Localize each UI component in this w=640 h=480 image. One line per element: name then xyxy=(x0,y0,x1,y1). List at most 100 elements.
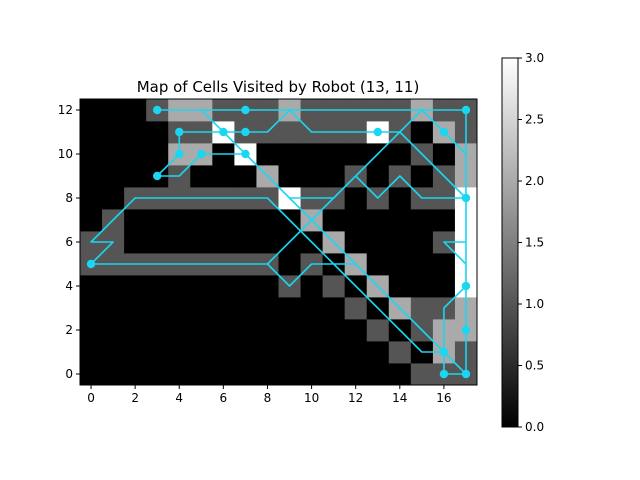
heatmap-cell xyxy=(300,319,324,342)
heatmap-cell xyxy=(432,209,456,232)
heatmap-cell xyxy=(168,231,191,254)
visited-marker xyxy=(439,347,449,357)
heatmap-cell xyxy=(168,341,191,364)
colorbar-tick-label: 2.0 xyxy=(525,174,544,188)
heatmap-cell xyxy=(102,319,125,342)
heatmap-cell xyxy=(80,341,103,364)
heatmap-cell xyxy=(300,297,324,320)
heatmap-cell xyxy=(168,319,191,342)
heatmap-cell xyxy=(212,297,235,320)
heatmap-cell xyxy=(234,341,257,364)
heatmap-cell xyxy=(278,297,301,320)
heatmap-cell xyxy=(212,165,235,188)
colorbar-gradient xyxy=(501,57,519,428)
y-axis: 0 2 4 6 8 10 12 xyxy=(58,103,80,381)
heatmap-cell xyxy=(256,143,279,166)
heatmap-cell xyxy=(344,363,368,386)
heatmap-cell xyxy=(322,143,346,166)
robot-path xyxy=(90,109,467,375)
heatmap-cell xyxy=(256,319,279,342)
heatmap-cell xyxy=(388,209,412,232)
heatmap-cell xyxy=(212,275,235,298)
heatmap-cell xyxy=(344,297,368,320)
colorbar-tick-label: 1.0 xyxy=(525,297,544,311)
heatmap-cell xyxy=(146,319,169,342)
heatmap-cell xyxy=(80,209,103,232)
heatmap-cell xyxy=(190,341,213,364)
heatmap-cell xyxy=(322,165,346,188)
heatmap-cell xyxy=(278,121,301,144)
heatmap-cell xyxy=(344,187,368,210)
heatmap-cell xyxy=(102,341,125,364)
heatmap-cell xyxy=(256,297,279,320)
chart-title: Map of Cells Visited by Robot (13, 11) xyxy=(137,78,420,96)
heatmap-cell xyxy=(300,363,324,386)
heatmap-cell xyxy=(80,99,103,122)
heatmap-cell xyxy=(146,341,169,364)
heatmap-cell xyxy=(80,297,103,320)
heatmap-cell xyxy=(432,143,456,166)
heatmap-cell xyxy=(168,275,191,298)
heatmap-cell xyxy=(124,165,147,188)
visited-marker xyxy=(461,193,471,203)
heatmap-cell xyxy=(212,319,235,342)
heatmap-cell xyxy=(168,363,191,386)
heatmap-cell xyxy=(80,187,103,210)
heatmap-cell xyxy=(410,363,434,386)
colorbar-tick-label: 3.0 xyxy=(525,51,544,65)
y-tick-label: 6 xyxy=(65,235,73,249)
visited-marker xyxy=(152,105,162,115)
heatmap-cell xyxy=(80,363,103,386)
heatmap-cell xyxy=(212,341,235,364)
heatmap-cell xyxy=(190,209,213,232)
heatmap-cell xyxy=(146,209,169,232)
heatmap-cell xyxy=(256,363,279,386)
heatmap-cell xyxy=(102,99,125,122)
heatmap-cell xyxy=(124,341,147,364)
heatmap-cell xyxy=(388,275,412,298)
heatmap-cell xyxy=(256,231,279,254)
x-tick-label: 14 xyxy=(392,391,407,405)
x-tick-label: 10 xyxy=(304,391,319,405)
heatmap-cell xyxy=(388,341,412,364)
heatmap-cell xyxy=(278,363,301,386)
heatmap-cell xyxy=(322,297,346,320)
heatmap-cell xyxy=(124,275,147,298)
heatmap-cell xyxy=(212,231,235,254)
heatmap-cell xyxy=(410,231,434,254)
heatmap-cell xyxy=(124,319,147,342)
visited-marker xyxy=(373,127,382,137)
heatmap-cell xyxy=(388,363,412,386)
heatmap-cell xyxy=(102,297,125,320)
heatmap-cell xyxy=(344,209,368,232)
heatmap-cell xyxy=(278,143,301,166)
visited-marker xyxy=(461,325,471,335)
heatmap-cell xyxy=(344,341,368,364)
heatmap-cell xyxy=(410,209,434,232)
x-tick-label: 2 xyxy=(131,391,139,405)
x-tick-label: 6 xyxy=(220,391,228,405)
heatmap-cell xyxy=(80,275,103,298)
heatmap-cell xyxy=(124,121,147,144)
x-tick-label: 8 xyxy=(264,391,272,405)
heatmap-cell xyxy=(388,143,412,166)
heatmap-cell xyxy=(300,165,324,188)
heatmap-cell xyxy=(278,319,301,342)
heatmap-cell xyxy=(212,209,235,232)
heatmap-cell xyxy=(190,275,213,298)
colorbar-tick-label: 0.5 xyxy=(525,359,544,373)
heatmap-cell xyxy=(322,209,346,232)
heatmap-cell xyxy=(278,165,301,188)
heatmap-cell xyxy=(146,275,169,298)
heatmap-cell xyxy=(388,231,412,254)
heatmap-cell xyxy=(190,165,213,188)
heatmap-cell xyxy=(344,231,368,254)
heatmap-cell xyxy=(256,275,279,298)
x-tick-label: 12 xyxy=(348,391,363,405)
heatmap-cell xyxy=(80,121,103,144)
heatmap-cell xyxy=(322,319,346,342)
heatmap-cell xyxy=(410,165,434,188)
heatmap-cell xyxy=(234,165,257,188)
heatmap-cell xyxy=(366,363,390,386)
